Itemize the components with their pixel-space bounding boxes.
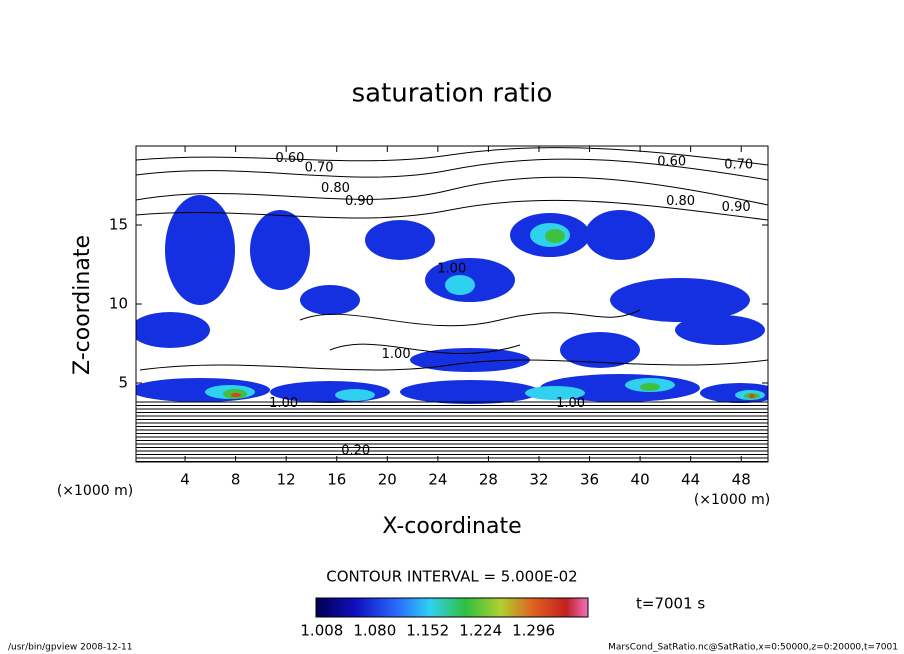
- x-tick-label: 24: [428, 471, 447, 489]
- colorbar-tick-label: 1.080: [353, 622, 396, 640]
- x-tick-label: 12: [277, 471, 296, 489]
- x-tick-label: 36: [580, 471, 599, 489]
- contour-label: 0.70: [305, 161, 334, 176]
- contour-label: 1.00: [556, 396, 585, 411]
- x-tick-label: 4: [180, 471, 190, 489]
- contour-label: 0.80: [666, 194, 695, 209]
- x-tick-label: 20: [378, 471, 397, 489]
- colorbar-tick-label: 1.152: [406, 622, 449, 640]
- colorbar-tick-label: 1.296: [512, 622, 555, 640]
- contour-interval: CONTOUR INTERVAL = 5.000E-02: [326, 568, 577, 586]
- contour-label: 0.20: [341, 443, 370, 458]
- contour-label: 1.00: [269, 396, 298, 411]
- contour-label: 0.60: [657, 154, 686, 169]
- x-tick-label: 16: [327, 471, 346, 489]
- y-tick-label: 15: [109, 216, 128, 234]
- x-tick-label: 28: [479, 471, 498, 489]
- contour-label: 0.60: [275, 151, 304, 166]
- contour-label: 0.90: [345, 194, 374, 209]
- contour-label: 0.80: [321, 181, 350, 196]
- x-tick-label: 48: [732, 471, 751, 489]
- y-tick-label: 5: [118, 374, 128, 392]
- x-axis-unit: (×1000 m): [694, 492, 770, 508]
- footer-left: /usr/bin/gpview 2008-12-11: [8, 643, 132, 653]
- field-blue: [136, 195, 768, 404]
- field-red: [231, 393, 755, 398]
- x-tick-label: 44: [681, 471, 700, 489]
- y-tick-label: 10: [109, 295, 128, 313]
- contour-label: 0.90: [722, 200, 751, 215]
- y-axis-label: Z-coordinate: [70, 235, 95, 375]
- contour-label: 1.00: [382, 347, 411, 362]
- colorbar-tick-label: 1.224: [459, 622, 502, 640]
- chart-title: saturation ratio: [352, 79, 553, 109]
- colorbar-tick-label: 1.008: [300, 622, 343, 640]
- x-tick-label: 8: [231, 471, 241, 489]
- time-label: t=7001 s: [636, 595, 705, 613]
- y-axis-unit: (×1000 m): [57, 483, 133, 499]
- x-axis-label: X-coordinate: [382, 514, 521, 539]
- footer-right: MarsCond_SatRatio.nc@SatRatio,x=0:50000,…: [608, 643, 898, 653]
- x-tick-label: 40: [631, 471, 650, 489]
- x-tick-label: 32: [529, 471, 548, 489]
- contour-label: 0.70: [724, 157, 753, 172]
- contour-label: 1.00: [437, 262, 466, 277]
- colorbar: [315, 597, 589, 618]
